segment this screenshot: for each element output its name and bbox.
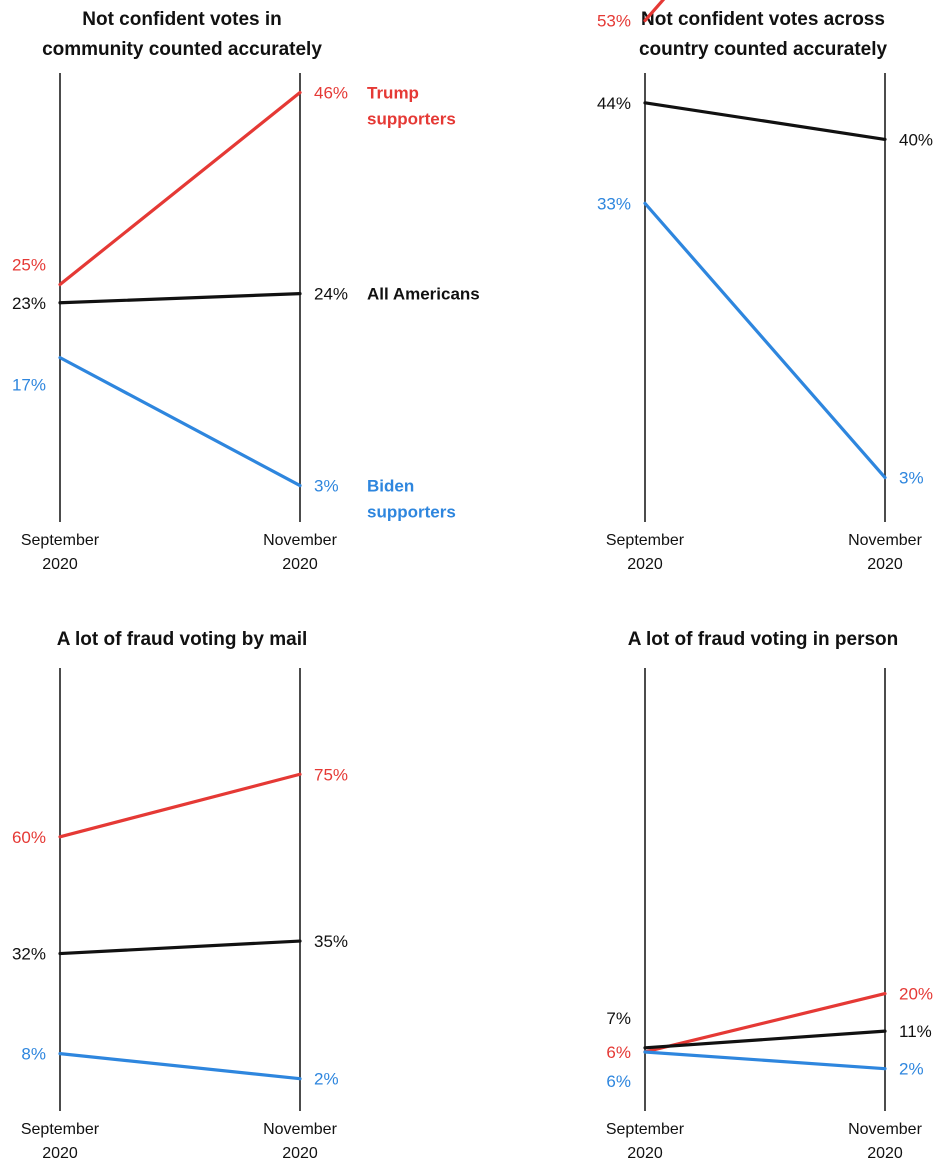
series-line-all [643, 101, 887, 141]
value-label-september-all: 23% [12, 294, 46, 313]
x-tick-label: November [263, 532, 337, 549]
x-tick-label: September [606, 532, 685, 549]
x-tick-label: 2020 [627, 556, 663, 573]
chart-panel-1: Not confident votes in community counted … [12, 9, 480, 573]
series-name-trump: Trump [367, 84, 419, 103]
series-name-all: All Americans [367, 285, 480, 304]
value-label-september-trump: 6% [606, 1043, 631, 1062]
x-tick-label: November [848, 1121, 922, 1138]
x-tick-label: 2020 [867, 1145, 903, 1162]
value-label-september-biden: 17% [12, 376, 46, 395]
value-label-september-biden: 6% [606, 1072, 631, 1091]
x-tick-label: September [606, 1121, 685, 1138]
chart-title-line: Not confident votes in [82, 9, 282, 30]
x-tick-label: 2020 [42, 556, 78, 573]
value-label-november-all: 40% [899, 130, 933, 149]
series-line-biden [643, 1050, 887, 1071]
series-line-trump [58, 90, 302, 287]
x-tick-label: 2020 [42, 1145, 78, 1162]
value-label-november-all: 35% [314, 932, 348, 951]
series-line-trump [643, 991, 887, 1054]
value-label-september-trump: 60% [12, 828, 46, 847]
series-line-biden [58, 1052, 302, 1081]
chart-panel-4: A lot of fraud voting in person September… [606, 629, 933, 1162]
x-tick-label: November [263, 1121, 337, 1138]
series-line-biden [58, 356, 302, 488]
x-tick-label: 2020 [282, 556, 318, 573]
value-label-september-all: 44% [597, 94, 631, 113]
series-line-all [643, 1029, 887, 1050]
series-line-all [58, 292, 302, 305]
value-label-september-all: 32% [12, 945, 46, 964]
x-tick-label: 2020 [867, 556, 903, 573]
chart-panel-3: A lot of fraud voting by mail September 20… [12, 629, 348, 1162]
chart-title-line: Not confident votes across [641, 9, 885, 30]
value-label-november-trump: 75% [314, 765, 348, 784]
value-label-september-biden: 33% [597, 194, 631, 213]
x-tick-label: November [848, 532, 922, 549]
x-tick-label: September [21, 532, 100, 549]
series-line-trump [58, 772, 302, 839]
value-label-september-trump: 53% [597, 12, 631, 31]
value-label-november-trump: 20% [899, 985, 933, 1004]
value-label-november-all: 11% [899, 1022, 932, 1041]
chart-panel-2: Not confident votes across country counte… [597, 0, 933, 573]
value-label-november-trump: 46% [314, 84, 348, 103]
x-tick-label: September [21, 1121, 100, 1138]
value-label-september-trump: 25% [12, 256, 46, 275]
x-tick-label: 2020 [282, 1145, 318, 1162]
x-tick-label: 2020 [627, 1145, 663, 1162]
value-label-november-biden: 2% [899, 1060, 924, 1079]
series-name-biden: Biden [367, 477, 414, 496]
series-name-trump: supporters [367, 110, 456, 129]
series-line-biden [643, 201, 887, 480]
series-line-all [58, 939, 302, 956]
chart-title-line: country counted accurately [639, 39, 888, 60]
chart-title-line: A lot of fraud voting by mail [57, 629, 308, 650]
value-label-november-biden: 3% [899, 469, 924, 488]
chart-title-line: community counted accurately [42, 39, 322, 60]
value-label-november-biden: 3% [314, 477, 339, 496]
value-label-september-all: 7% [606, 1009, 631, 1028]
value-label-november-all: 24% [314, 285, 348, 304]
series-name-biden: supporters [367, 503, 456, 522]
chart-title-line: A lot of fraud voting in person [628, 629, 899, 650]
value-label-september-biden: 8% [21, 1045, 46, 1064]
value-label-november-biden: 2% [314, 1070, 339, 1089]
